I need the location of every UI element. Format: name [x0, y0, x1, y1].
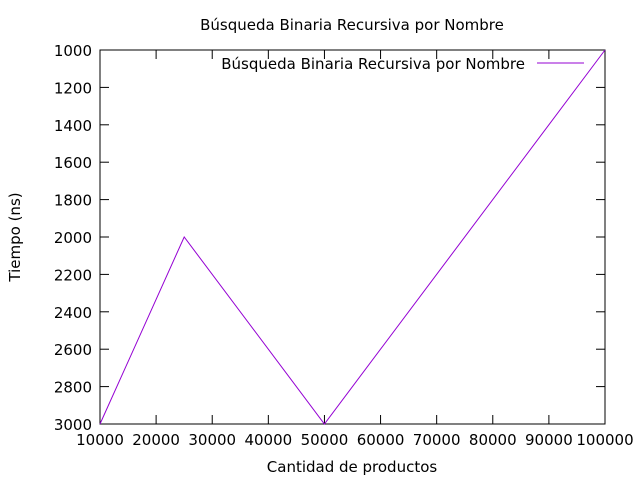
plot-border [99, 49, 606, 425]
legend-label: Búsqueda Binaria Recursiva por Nombre [221, 55, 525, 73]
y-tick-label: 1200 [54, 79, 92, 97]
y-tick-label: 3000 [54, 416, 92, 434]
x-tick-label: 30000 [188, 431, 236, 449]
series-layer [99, 49, 606, 425]
x-axis-label: Cantidad de productos [267, 458, 438, 476]
y-tick-label: 1000 [54, 42, 92, 60]
y-tick-label: 2800 [54, 379, 92, 397]
x-tick-label: 100000 [576, 431, 633, 449]
y-axis: 1000 1200 1400 1600 1800 2000 2200 2400 2600 2800… [54, 42, 605, 434]
y-tick-label: 2200 [54, 266, 92, 284]
y-tick-label: 2400 [54, 304, 92, 322]
y-tick-label: 1400 [54, 117, 92, 135]
y-tick-label: 1800 [54, 192, 92, 210]
y-tick-label: 1600 [54, 154, 92, 172]
legend: Búsqueda Binaria Recursiva por Nombre [221, 55, 584, 73]
x-tick-label: 20000 [132, 431, 180, 449]
x-axis: 10000 20000 30000 40000 50000 60000 70000 80000… [76, 50, 634, 449]
x-tick-label: 80000 [469, 431, 517, 449]
plot-frame [99, 49, 606, 425]
x-tick-label: 70000 [413, 431, 461, 449]
x-tick-label: 10000 [76, 431, 124, 449]
series-line [99, 49, 606, 425]
y-axis-label: Tiempo (ns) [6, 192, 24, 282]
x-tick-label: 50000 [301, 431, 349, 449]
x-tick-label: 90000 [525, 431, 573, 449]
chart-title: Búsqueda Binaria Recursiva por Nombre [200, 16, 504, 34]
y-tick-label: 2600 [54, 341, 92, 359]
x-tick-label: 40000 [244, 431, 292, 449]
x-tick-label: 60000 [357, 431, 405, 449]
y-tick-label: 2000 [54, 229, 92, 247]
